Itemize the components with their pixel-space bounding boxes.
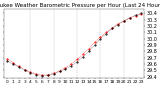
Title: Milwaukee Weather Barometric Pressure per Hour (Last 24 Hours): Milwaukee Weather Barometric Pressure pe…: [0, 3, 160, 8]
